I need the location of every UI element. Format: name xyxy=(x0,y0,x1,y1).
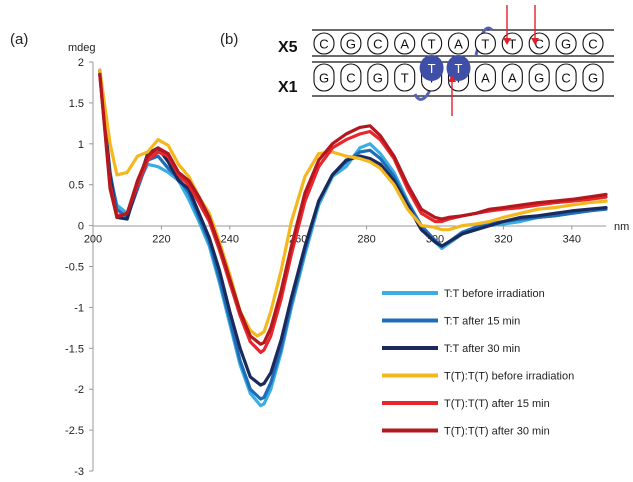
base-letter: T xyxy=(428,37,436,52)
y-tick-label: -3 xyxy=(74,466,84,477)
base-letter: G xyxy=(588,71,598,86)
y-tick-label: -2.5 xyxy=(65,425,84,437)
strand-x1-label: X1 xyxy=(278,79,298,96)
base-letter: A xyxy=(400,37,409,52)
base-box xyxy=(474,63,496,92)
base-box xyxy=(394,32,416,55)
base-letter: T xyxy=(401,71,409,86)
legend-label: T(T):T(T) before irradiation xyxy=(444,371,574,383)
legend-label: T(T):T(T) after 15 min xyxy=(444,398,550,410)
legend: T:T before irradiation T:T after 15 min T:… xyxy=(382,288,574,438)
base-box xyxy=(367,32,389,55)
y-tick-label: 1 xyxy=(78,139,84,151)
base-box xyxy=(447,32,470,55)
base-box xyxy=(501,63,523,92)
panel-label-a: (a) xyxy=(10,31,28,48)
dimer-thymine-circle xyxy=(419,55,444,81)
series-line-4 xyxy=(98,68,608,338)
y-tick-label: -0.5 xyxy=(65,262,84,274)
y-tick-label: 0.5 xyxy=(69,180,84,192)
base-box xyxy=(340,63,362,92)
x-tick-label: 200 xyxy=(84,234,102,246)
base-box xyxy=(582,63,604,92)
base-letter: C xyxy=(535,37,544,52)
series-line-1 xyxy=(98,68,608,408)
legend-label: T:T after 30 min xyxy=(444,343,520,355)
base-box xyxy=(421,32,443,55)
dimer-thymine-letter: T xyxy=(455,61,463,76)
base-box xyxy=(367,63,389,92)
series-lines xyxy=(98,68,608,408)
base-box xyxy=(394,63,416,92)
base-box xyxy=(582,32,604,55)
y-tick-label: -1 xyxy=(74,302,84,314)
base-letter: G xyxy=(373,71,383,86)
cleavage-arrow-head xyxy=(503,38,511,45)
base-letter: C xyxy=(319,37,328,52)
cleavage-arrow-head xyxy=(448,75,456,82)
y-tick-label: -1.5 xyxy=(65,343,84,355)
x-tick-label: 320 xyxy=(494,234,512,246)
y-axis-label: mdeg xyxy=(68,42,96,54)
legend-label: T(T):T(T) after 30 min xyxy=(444,426,550,438)
x-ticks: 200 220 240 260 280 300 320 340 xyxy=(84,225,581,246)
base-letter: C xyxy=(373,37,382,52)
y-tick-label: 1.5 xyxy=(69,98,84,110)
cleavage-arrows xyxy=(448,5,539,116)
base-letter: T xyxy=(481,37,489,52)
dimer-thymine-letter: T xyxy=(428,61,436,76)
x-tick-label: 240 xyxy=(221,234,239,246)
legend-label: T:T before irradiation xyxy=(444,288,545,300)
base-letter: G xyxy=(319,71,329,86)
base-letter: A xyxy=(454,37,463,52)
y-tick-label: 2 xyxy=(78,57,84,69)
base-box xyxy=(555,32,577,55)
base-letter: G xyxy=(561,37,571,52)
base-letter: G xyxy=(346,37,356,52)
base-box xyxy=(528,63,550,92)
cleavage-arrow-head xyxy=(531,38,539,45)
base-letter: C xyxy=(588,37,597,52)
dimer-thymine-circle xyxy=(446,55,471,81)
base-box xyxy=(313,32,335,55)
x-tick-label: 220 xyxy=(152,234,170,246)
series-line-3 xyxy=(98,68,608,387)
series-line-2 xyxy=(98,72,608,401)
cd-spectrum-chart: mdeg nm 21.510.50-0.5-1-1.5-2-2.5-3 200 2… xyxy=(65,42,629,478)
y-tick-label: -2 xyxy=(74,384,84,396)
x-tick-label: 280 xyxy=(357,234,375,246)
base-box xyxy=(555,63,577,92)
x-axis-label: nm xyxy=(614,221,629,233)
y-ticks: 2 1.5 1 0.5 0 -0.5 -1 -1.5 -2 -2.5 -3 xyxy=(65,57,93,478)
base-letter: C xyxy=(346,71,355,86)
y-tick-label: 0 xyxy=(78,221,84,233)
panel-label-b: (b) xyxy=(220,31,238,48)
x-tick-label: 340 xyxy=(563,234,581,246)
base-box xyxy=(340,32,362,55)
series-line-6 xyxy=(98,72,608,346)
base-box xyxy=(474,32,496,55)
base-letter: T xyxy=(508,37,516,52)
base-letter: G xyxy=(534,71,544,86)
base-letter: A xyxy=(481,71,490,86)
base-box xyxy=(313,63,335,92)
base-letter: C xyxy=(561,71,570,86)
series-line-5 xyxy=(98,72,608,354)
strand-x5-label: X5 xyxy=(278,39,298,56)
legend-label: T:T after 15 min xyxy=(444,316,520,328)
base-letter: A xyxy=(508,71,517,86)
